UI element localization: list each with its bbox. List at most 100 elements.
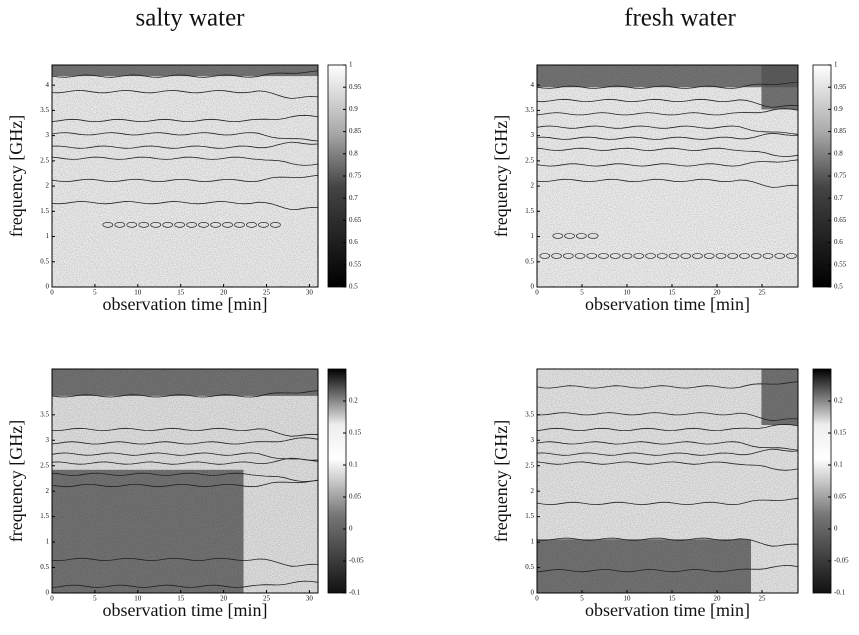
contour-island bbox=[703, 253, 715, 259]
contour-line bbox=[536, 564, 799, 573]
x-tick-label: 10 bbox=[624, 289, 632, 297]
contour-island bbox=[750, 253, 762, 259]
contour-line bbox=[536, 381, 799, 389]
y-tick-label: 3.5 bbox=[40, 410, 49, 418]
contour-island bbox=[234, 221, 245, 228]
colorbar-tick-label: 0.15 bbox=[349, 429, 362, 437]
contour-line bbox=[536, 132, 799, 140]
contour-line bbox=[536, 147, 799, 158]
y-tick-label: 2 bbox=[531, 182, 535, 190]
colorbar-tick-label: 0.5 bbox=[834, 283, 843, 291]
contour-island bbox=[576, 233, 587, 239]
x-tick-label: 20 bbox=[714, 289, 722, 297]
contour-island bbox=[609, 253, 621, 259]
contour-island bbox=[258, 221, 269, 228]
contour-island bbox=[539, 253, 551, 259]
contour-line bbox=[536, 178, 799, 188]
contour-island bbox=[680, 253, 692, 259]
x-tick-label: 20 bbox=[220, 595, 228, 603]
plot-frame bbox=[51, 64, 319, 288]
colorbar-tick-label: 1 bbox=[349, 61, 353, 69]
x-tick-label: 30 bbox=[306, 289, 314, 297]
contour-line bbox=[536, 108, 799, 116]
x-tick-label: 15 bbox=[177, 289, 185, 297]
y-tick-label: 1.5 bbox=[40, 207, 49, 215]
contour-island bbox=[727, 253, 739, 259]
colorbar-tick-label: -0.05 bbox=[349, 557, 364, 565]
y-tick-label: 2.5 bbox=[40, 461, 49, 469]
contour-line bbox=[51, 390, 319, 398]
contour-island bbox=[574, 253, 586, 259]
colorbar-tick-label: -0.1 bbox=[834, 589, 846, 597]
contour-line bbox=[51, 114, 319, 122]
x-axis-label: observation time [min] bbox=[103, 600, 268, 620]
colorbar-tick-label: 0.95 bbox=[349, 83, 362, 91]
colorbar-tick-label: 0 bbox=[349, 525, 353, 533]
x-tick-label: 25 bbox=[759, 595, 767, 603]
contour-island bbox=[656, 253, 668, 259]
contour-line bbox=[51, 437, 319, 445]
contour-line bbox=[51, 156, 319, 166]
contour-line bbox=[51, 427, 319, 437]
y-axis-label: frequency [GHz] bbox=[491, 115, 511, 237]
colorbar-tick-label: 0.2 bbox=[834, 397, 843, 405]
colorbar-tick-label: 0.2 bbox=[349, 397, 358, 405]
y-tick-label: 2 bbox=[531, 487, 535, 495]
y-tick-label: 3 bbox=[531, 131, 535, 139]
y-tick-label: 1.5 bbox=[525, 207, 534, 215]
contour-island bbox=[633, 253, 645, 259]
colorbar bbox=[812, 368, 832, 594]
y-tick-label: 2 bbox=[46, 182, 50, 190]
y-tick-label: 0 bbox=[531, 589, 535, 597]
x-axis-label: observation time [min] bbox=[103, 294, 268, 314]
contour-island bbox=[102, 221, 114, 228]
y-tick-label: 3 bbox=[46, 436, 50, 444]
y-tick-label: 3 bbox=[46, 131, 50, 139]
contour-line bbox=[536, 81, 799, 89]
plot-frame bbox=[536, 64, 799, 288]
contour-line bbox=[51, 480, 319, 488]
x-tick-label: 10 bbox=[134, 595, 142, 603]
contour-line bbox=[51, 174, 319, 183]
contour-line bbox=[51, 132, 319, 142]
colorbar-tick-label: 0.8 bbox=[834, 149, 843, 157]
y-tick-label: 2.5 bbox=[525, 461, 534, 469]
contour-island bbox=[692, 253, 703, 259]
contour-island bbox=[786, 253, 797, 259]
contour-line bbox=[51, 557, 319, 567]
colorbar bbox=[327, 368, 347, 594]
colorbar-tick-label: 0.55 bbox=[349, 260, 362, 268]
contour-island bbox=[587, 233, 599, 239]
contour-island bbox=[126, 221, 138, 228]
colorbar-tick-label: 0.65 bbox=[349, 216, 362, 224]
texture bbox=[537, 65, 798, 287]
contour-island bbox=[645, 253, 656, 259]
x-tick-label: 15 bbox=[177, 595, 185, 603]
colorbar-tick-label: 0.7 bbox=[349, 194, 358, 202]
x-tick-label: 0 bbox=[50, 289, 54, 297]
contour-island bbox=[668, 253, 680, 259]
contour-line bbox=[536, 423, 799, 432]
contour-line bbox=[51, 472, 319, 482]
contour-line bbox=[536, 497, 799, 506]
texture bbox=[52, 65, 318, 287]
x-tick-label: 0 bbox=[535, 595, 539, 603]
colorbar-tick-label: 0.05 bbox=[834, 493, 847, 501]
colorbar-tick-label: 0.9 bbox=[349, 105, 358, 113]
colorbar-tick-label: 0.75 bbox=[349, 172, 362, 180]
x-tick-label: 0 bbox=[50, 595, 54, 603]
contour-island bbox=[586, 253, 598, 259]
x-axis-label: observation time [min] bbox=[585, 600, 750, 620]
x-tick-label: 25 bbox=[263, 595, 271, 603]
contour-island bbox=[762, 253, 774, 259]
contour-line bbox=[536, 159, 799, 167]
y-tick-label: 2 bbox=[46, 487, 50, 495]
colorbar-tick-label: 0.85 bbox=[349, 127, 362, 135]
contour-line bbox=[536, 441, 799, 451]
colorbar-tick-label: 0.8 bbox=[349, 149, 358, 157]
colorbar-tick-label: 0.5 bbox=[349, 283, 358, 291]
y-tick-label: 1 bbox=[46, 538, 50, 546]
contour-island bbox=[774, 253, 786, 259]
y-axis-label: frequency [GHz] bbox=[6, 115, 26, 237]
x-tick-label: 15 bbox=[669, 595, 677, 603]
